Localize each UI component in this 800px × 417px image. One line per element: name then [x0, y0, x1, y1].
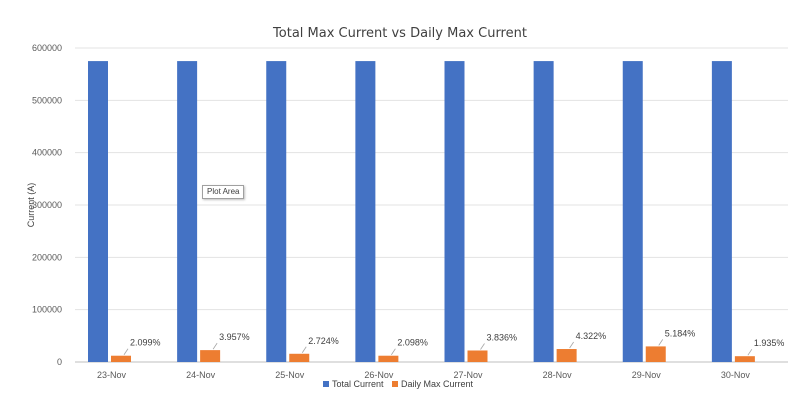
data-label: 2.099% [130, 338, 161, 348]
x-tick-label: 30-Nov [721, 370, 751, 380]
x-tick-label: 25-Nov [275, 370, 305, 380]
data-label-leader [747, 348, 753, 356]
plot-area-tooltip: Plot Area [202, 185, 245, 199]
y-tick-label: 600000 [32, 43, 62, 53]
data-label: 5.184% [665, 328, 696, 338]
bar-daily-max-current[interactable] [378, 355, 399, 362]
bar-total-current[interactable] [444, 61, 465, 362]
bar-total-current[interactable] [266, 61, 287, 362]
data-label: 4.322% [576, 331, 607, 341]
data-label-leader [301, 346, 307, 354]
data-label-leader [212, 342, 218, 350]
bar-total-current[interactable] [711, 61, 732, 362]
bars[interactable]: 2.099% 3.957% 2.724% 2.098% 3.836% 4.322% 5.18… [88, 61, 784, 362]
data-label: 2.724% [308, 336, 339, 346]
bar-total-current[interactable] [177, 61, 198, 362]
bar-daily-max-current[interactable] [200, 350, 221, 362]
bar-total-current[interactable] [533, 61, 554, 362]
x-tick-label: 28-Nov [543, 370, 573, 380]
x-tick-label: 27-Nov [454, 370, 484, 380]
bar-daily-max-current[interactable] [645, 346, 666, 362]
y-tick-label: 500000 [32, 95, 62, 105]
data-label: 1.935% [754, 338, 785, 348]
legend-swatch [323, 381, 329, 387]
chart-title: Total Max Current vs Daily Max Current [272, 26, 527, 41]
data-label: 2.098% [397, 338, 428, 348]
x-tick-label: 29-Nov [632, 370, 662, 380]
y-tick-label: 0 [57, 357, 62, 367]
data-label: 3.836% [487, 332, 518, 342]
data-label-leader [123, 348, 129, 355]
y-axis-label: Current (A) [26, 183, 36, 228]
x-axis-ticks: 23-Nov 24-Nov 25-Nov 26-Nov 27-Nov 28-Nov 29-N… [97, 370, 750, 380]
y-tick-label: 100000 [32, 305, 62, 315]
bar-daily-max-current[interactable] [467, 350, 488, 362]
legend-label: Total Current [332, 379, 384, 389]
bar-daily-max-current[interactable] [111, 355, 131, 362]
data-label-leader [391, 348, 396, 355]
x-tick-label: 24-Nov [186, 370, 216, 380]
bar-total-current[interactable] [355, 61, 376, 362]
bar-daily-max-current[interactable] [556, 349, 577, 362]
legend-swatch [392, 381, 398, 387]
bar-total-current[interactable] [88, 61, 108, 362]
legend: Total Current Daily Max Current [323, 379, 474, 389]
data-label-leader [658, 339, 664, 346]
data-label: 3.957% [219, 332, 250, 342]
x-tick-label: 23-Nov [97, 370, 127, 380]
y-axis-ticks: 0 100000 200000 300000 400000 500000 600000 [32, 43, 62, 367]
y-tick-label: 200000 [32, 252, 62, 262]
legend-label: Daily Max Current [401, 379, 474, 389]
y-tick-label: 300000 [32, 200, 62, 210]
bar-total-current[interactable] [622, 61, 643, 362]
bar-daily-max-current[interactable] [734, 356, 755, 362]
data-label-leader [569, 341, 574, 349]
data-label-leader [480, 343, 485, 350]
bar-daily-max-current[interactable] [289, 353, 310, 362]
y-tick-label: 400000 [32, 148, 62, 158]
x-tick-label: 26-Nov [364, 370, 394, 380]
